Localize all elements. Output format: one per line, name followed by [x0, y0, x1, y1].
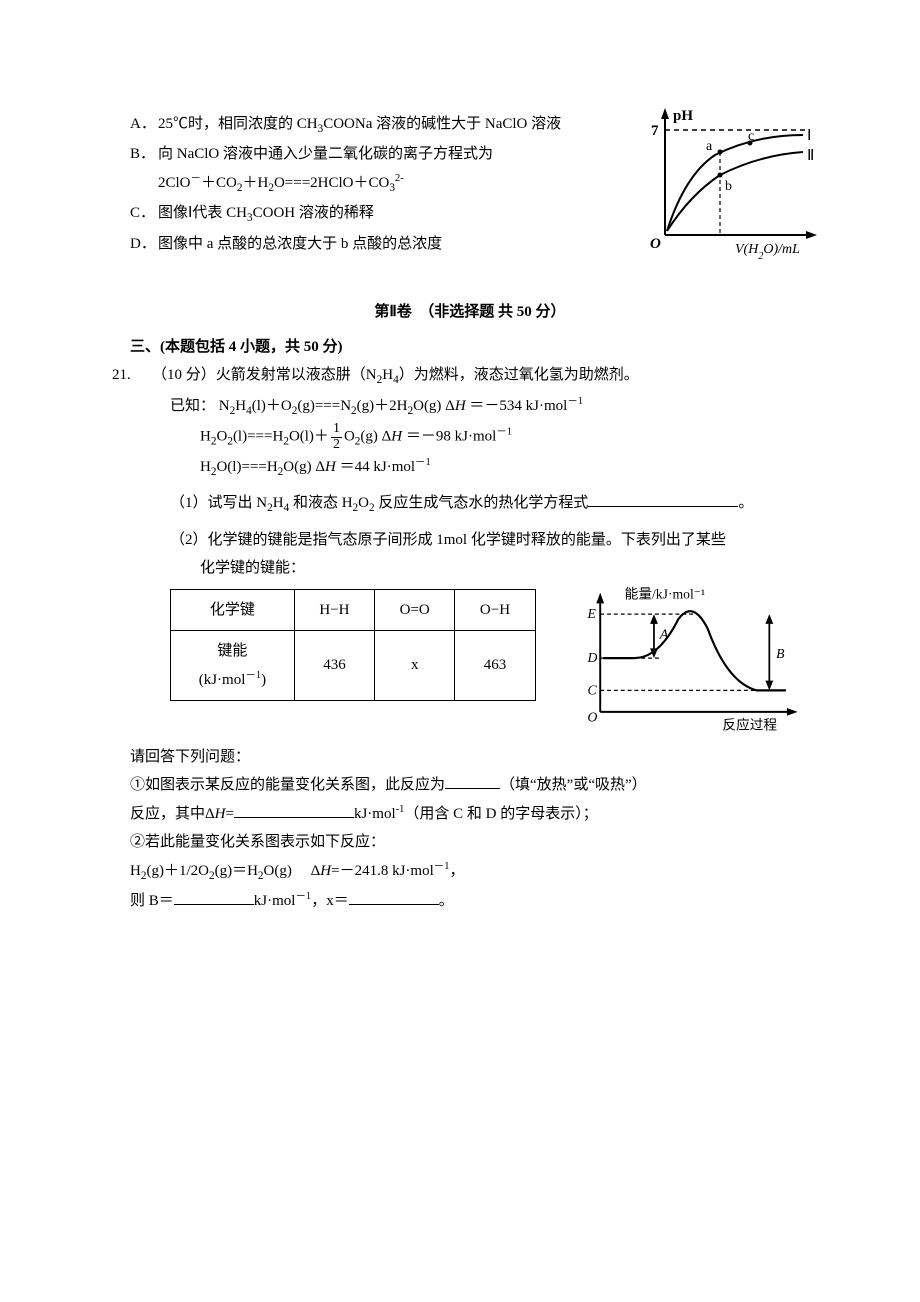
q21: 21. （10 分）火箭发射常以液态肼（N2H4）为燃料，液态过氧化氢为助燃剂。 — [130, 361, 810, 391]
section-2-title: 第Ⅱ卷 （非选择题 共 50 分） — [130, 298, 810, 327]
point-b — [718, 173, 723, 178]
x-axis-arrow — [806, 231, 817, 239]
option-c-text: 图像Ⅰ代表 CH3COOH 溶液的稀释 — [158, 199, 374, 229]
th-bond: 化学键 — [171, 589, 295, 631]
energy-chart: 能量/kJ·mol⁻¹ E D C O A B 反应过程 — [566, 583, 810, 743]
label-c: c — [748, 129, 754, 144]
label-B: B — [776, 646, 785, 661]
label-I: Ⅰ — [807, 128, 811, 144]
known-label: 已知： — [170, 398, 215, 414]
label-D: D — [586, 650, 597, 665]
table-row: 键能(kJ·mol－1) 436 x 463 — [171, 631, 536, 701]
followup-3: ②若此能量变化关系图表示如下反应： — [130, 828, 810, 857]
q21-known: 已知： N2H4(l)＋O2(g)===N2(g)＋2H2O(g) ΔH ＝－5… — [170, 392, 810, 422]
option-d-label: D． — [130, 230, 158, 259]
option-b: B． 向 NaClO 溶液中通入少量二氧化碳的离子方程式为 — [130, 140, 610, 169]
eq3: H2O(l)===H2O(g) ΔH ＝44 kJ·mol－1 — [200, 453, 810, 483]
ec-x-label: 反应过程 — [722, 716, 777, 732]
td-v3: 463 — [455, 631, 535, 701]
arrow-A-head1 — [650, 614, 658, 624]
f5c: 。 — [439, 893, 454, 909]
y-axis-arrow — [661, 108, 669, 119]
option-a-label: A． — [130, 110, 158, 139]
table-row: 化学键 H−H O=O O−H — [171, 589, 536, 631]
f1b: （填“放热”或“吸热”） — [500, 777, 647, 793]
y-label: pH — [673, 108, 693, 124]
q21-part2-intro: （2）化学键的键能是指气态原子间形成 1mol 化学键时释放的能量。下表列出了某… — [170, 526, 810, 555]
curve-2 — [667, 152, 803, 231]
ec-y-arrow — [596, 592, 604, 603]
td-label: 键能(kJ·mol－1) — [171, 631, 295, 701]
option-b-text: 向 NaClO 溶液中通入少量二氧化碳的离子方程式为 — [158, 140, 493, 169]
f1a: ①如图表示某反应的能量变化关系图，此反应为 — [130, 777, 445, 793]
curve-1 — [667, 135, 803, 231]
origin: O — [650, 236, 661, 252]
eq1: N2H4(l)＋O2(g)===N2(g)＋2H2O(g) ΔH ＝－534 k… — [219, 398, 583, 414]
label-b: b — [725, 179, 732, 194]
blank-4[interactable] — [174, 889, 254, 905]
mid-flex: 化学键 H−H O=O O−H 键能(kJ·mol－1) 436 x 463 — [170, 583, 810, 743]
followup-4: H2(g)＋1/2O2(g)＝H2O(g) ΔH=－241.8 kJ·mol－1… — [130, 857, 810, 887]
q21-part1: （1）试写出 N2H4 和液态 H2O2 反应生成气态水的热化学方程式。 — [170, 489, 810, 519]
page: pH 7 a b c Ⅰ Ⅱ O V(H2O)/mL A． 25℃时，相同浓度的… — [0, 0, 920, 1302]
bond-table: 化学键 H−H O=O O−H 键能(kJ·mol－1) 436 x 463 — [170, 589, 536, 702]
blank-2[interactable] — [445, 773, 500, 789]
option-d-text: 图像中 a 点酸的总浓度大于 b 点酸的总浓度 — [158, 230, 442, 259]
option-b-label: B． — [130, 140, 158, 169]
label-II: Ⅱ — [807, 148, 814, 164]
label-C: C — [587, 682, 597, 697]
followup-2: 反应，其中ΔH=kJ·mol-1（用含 C 和 D 的字母表示）； — [130, 800, 810, 829]
label-E: E — [586, 606, 596, 621]
ec-y-label: 能量/kJ·mol⁻¹ — [624, 586, 704, 601]
point-a — [718, 150, 723, 155]
f5a: 则 B＝ — [130, 893, 174, 909]
label-A: A — [658, 626, 668, 641]
th-oo: O=O — [375, 589, 455, 631]
section-2-subtitle: 三、(本题包括 4 小题，共 50 分) — [130, 333, 810, 362]
arrow-B-head1 — [765, 614, 773, 624]
blank-1[interactable] — [588, 491, 738, 507]
label-O: O — [587, 709, 597, 724]
tick-7: 7 — [651, 123, 659, 139]
arrow-B-head2 — [765, 680, 773, 690]
td-v2: x — [375, 631, 455, 701]
th-hh: H−H — [294, 589, 374, 631]
ph-chart: pH 7 a b c Ⅰ Ⅱ O V(H2O)/mL — [635, 105, 825, 260]
eq2: H2O2(l)===H2O(l)＋12O2(g) ΔH ＝－98 kJ·mol－… — [200, 422, 810, 453]
blank-3[interactable] — [234, 802, 354, 818]
label-a: a — [706, 139, 713, 154]
followup-1: ①如图表示某反应的能量变化关系图，此反应为 （填“放热”或“吸热”） — [130, 771, 810, 800]
q21-num: 21. — [112, 361, 152, 391]
followup-0: 请回答下列问题： — [130, 743, 810, 772]
ec-curve — [603, 611, 786, 690]
period: 。 — [738, 495, 753, 511]
x-label: V(H2O)/mL — [735, 242, 800, 260]
q21-part2-intro2: 化学键的键能： — [200, 554, 810, 583]
blank-5[interactable] — [349, 889, 439, 905]
followup-5: 则 B＝kJ·mol－1，x＝。 — [130, 887, 810, 916]
th-oh: O−H — [455, 589, 535, 631]
td-v1: 436 — [294, 631, 374, 701]
q21-stem: （10 分）火箭发射常以液态肼（N2H4）为燃料，液态过氧化氢为助燃剂。 — [152, 361, 639, 391]
option-a-text: 25℃时，相同浓度的 CH3COONa 溶液的碱性大于 NaClO 溶液 — [158, 110, 561, 140]
ec-x-arrow — [787, 708, 798, 716]
option-c-label: C． — [130, 199, 158, 228]
